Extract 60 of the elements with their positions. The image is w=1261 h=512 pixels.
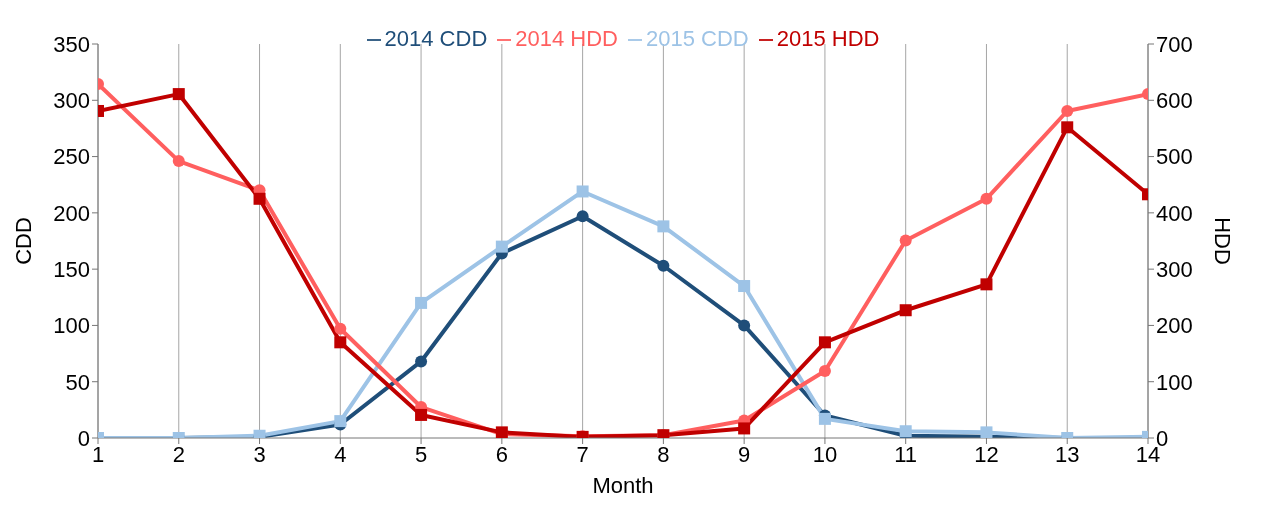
y2-tick-label: 100 xyxy=(1156,369,1193,395)
y-tick-label: 200 xyxy=(53,200,90,226)
point xyxy=(980,426,993,438)
point xyxy=(738,319,751,332)
x-axis-title: Month xyxy=(592,473,654,498)
legend-label: 2015 CDD xyxy=(646,26,749,51)
x-tick-label: 3 xyxy=(253,441,266,467)
point xyxy=(576,210,589,223)
point xyxy=(1061,121,1074,134)
y-tick-label: 250 xyxy=(53,144,90,170)
y-axis-title: CDD xyxy=(10,217,36,265)
point xyxy=(172,88,185,101)
point xyxy=(334,322,347,335)
point xyxy=(415,408,428,421)
legend-label: 2015 HDD xyxy=(776,26,880,51)
x-tick-label: 6 xyxy=(495,441,508,467)
point xyxy=(1061,104,1074,117)
x-tick-label: 9 xyxy=(738,441,751,467)
y2-tick-label: 200 xyxy=(1156,313,1193,339)
point xyxy=(172,155,185,168)
y-tick-label: 350 xyxy=(53,31,90,57)
x-tick-label: 13 xyxy=(1054,441,1080,467)
y-tick-label: 50 xyxy=(65,369,90,395)
point xyxy=(415,296,428,309)
x-tick-label: 2 xyxy=(172,441,185,467)
point xyxy=(495,240,508,253)
y-tick-label: 0 xyxy=(77,425,90,451)
x-tick-label: 8 xyxy=(657,441,670,467)
y2-tick-label: 500 xyxy=(1156,144,1193,170)
point xyxy=(657,220,670,233)
point xyxy=(899,304,912,317)
y-tick-label: 100 xyxy=(53,313,90,339)
point xyxy=(415,355,428,368)
y-tick-label: 300 xyxy=(53,88,90,114)
point xyxy=(980,278,993,291)
x-tick-label: 12 xyxy=(974,441,999,467)
legend-label: 2014 HDD xyxy=(515,26,618,51)
y2-tick-label: 600 xyxy=(1156,88,1193,114)
point xyxy=(818,365,831,378)
x-tick-label: 10 xyxy=(812,441,838,467)
x-tick-label: 7 xyxy=(576,441,589,467)
point xyxy=(899,234,912,247)
x-tick-label: 4 xyxy=(334,441,347,467)
legend-label: 2014 CDD xyxy=(384,26,488,51)
y2-tick-label: 400 xyxy=(1156,200,1193,226)
y2-tick-label: 300 xyxy=(1156,256,1193,282)
y-tick-label: 150 xyxy=(53,256,90,282)
x-tick-label: 5 xyxy=(414,441,428,467)
x-tick-label: 1 xyxy=(91,441,105,467)
point xyxy=(253,192,266,205)
y2-tick-label: 700 xyxy=(1156,31,1193,57)
point xyxy=(818,336,831,349)
point xyxy=(980,192,993,205)
y2-axis-title: HDD xyxy=(1210,217,1236,265)
point xyxy=(738,422,751,435)
point xyxy=(657,259,670,272)
point xyxy=(576,185,589,198)
point xyxy=(738,280,751,293)
point xyxy=(334,336,347,349)
x-tick-label: 11 xyxy=(894,441,918,467)
